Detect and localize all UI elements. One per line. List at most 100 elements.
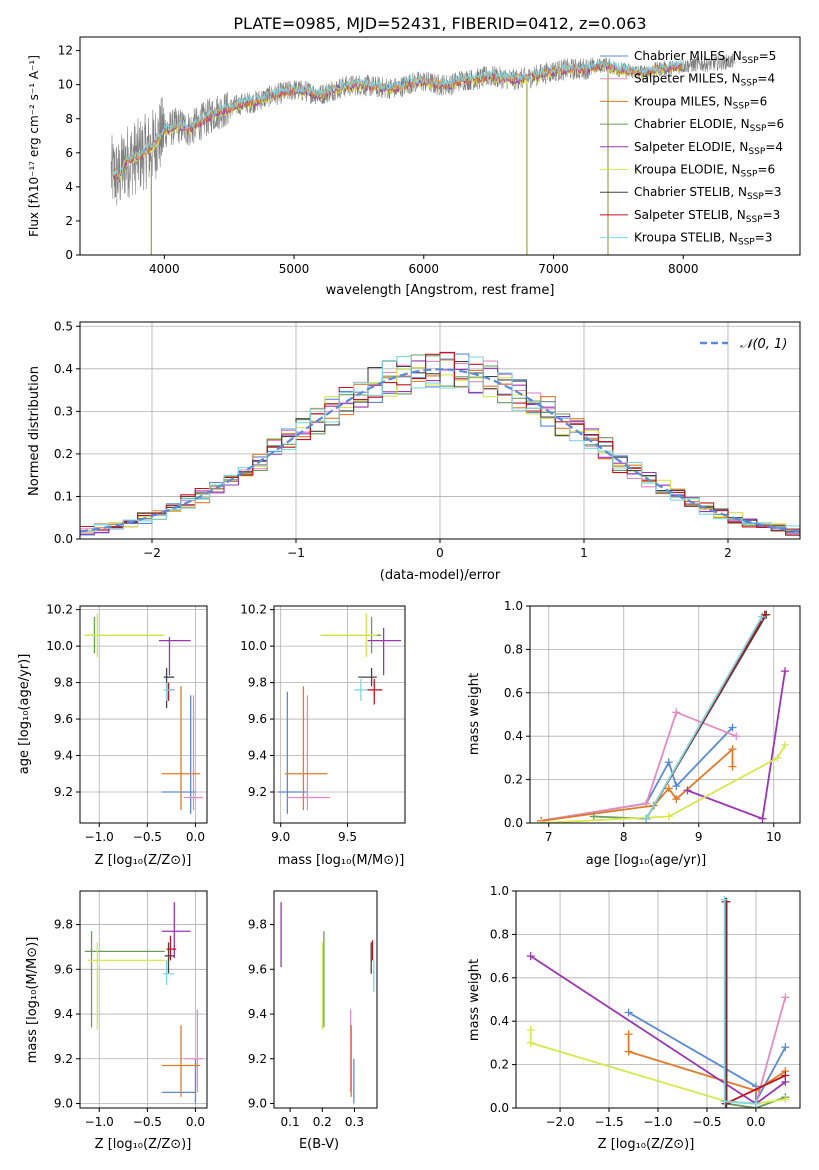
y-tick-label: 9.4 — [54, 749, 73, 763]
legend-label-subscript: SSP — [750, 124, 767, 134]
x-axis-label: Z [log₁₀(Z/Z⊙)] — [598, 1137, 695, 1152]
data-point — [164, 942, 175, 974]
data-point — [284, 686, 328, 811]
x-axis-label: wavelength [Angstrom, rest frame] — [326, 283, 555, 298]
legend-label-subscript: SSP — [741, 79, 758, 89]
y-axis-label: mass weight — [467, 673, 482, 755]
age-vs-metallicity-panel: −1.0 −0.5 0.0 9.2 9.4 9.6 9.8 10.0 10.2 Z [log₁₀… — [17, 603, 208, 868]
data-point — [354, 678, 368, 701]
data-point — [183, 695, 204, 811]
x-tick-label: 0.0 — [746, 1115, 765, 1129]
axes-frame: −2.0 −1.5 −1.0 −0.5 0.0 0.0 0.2 0.4 0.6 0.8 1.0 — [490, 884, 801, 1129]
y-axis-label: mass [log₁₀(M/M⊙)] — [25, 937, 40, 1064]
spectrum-panel: PLATE=0985, MJD=52431, FIBERID=0412, z=0… — [27, 14, 801, 298]
x-tick-label: −2.0 — [545, 1115, 574, 1129]
data-point — [166, 935, 177, 961]
y-tick-label: 0.5 — [54, 319, 73, 333]
legend-label: Chabrier STELIB, NSSP=3 — [634, 185, 782, 202]
axes-frame: 4000 5000 6000 7000 8000 0 2 4 6 8 10 12 — [58, 36, 801, 276]
x-tick-label: 0.0 — [186, 830, 205, 844]
plot-content — [526, 895, 790, 1108]
legend-label: Salpeter MILES, NSSP=4 — [634, 72, 775, 89]
x-tick-label: 5000 — [279, 262, 310, 276]
residual-plot-area: −2 −1 0 1 2 0.0 0.1 0.2 0.3 0.4 0.5 — [54, 319, 801, 560]
y-tick-label: 0.8 — [490, 927, 509, 941]
gaussian-curve — [80, 368, 800, 533]
x-tick-label: 8 — [620, 830, 628, 844]
data-point — [287, 695, 331, 811]
x-tick-label: 0.0 — [186, 1115, 205, 1129]
y-tick-label: 0.6 — [490, 971, 509, 985]
data-point — [367, 627, 401, 676]
y-tick-label: 0.0 — [490, 1101, 509, 1115]
y-tick-label: 0.4 — [490, 1014, 509, 1028]
data-point — [162, 960, 175, 985]
series-line — [541, 744, 786, 823]
legend: Chabrier MILES, NSSP=5 Salpeter MILES, NS… — [600, 49, 784, 248]
x-tick-label: −1 — [287, 546, 305, 560]
weight-vs-age-plot-area: 7 8 9 10 0.0 0.2 0.4 0.6 0.8 1.0 — [504, 599, 801, 844]
y-tick-label: 1.0 — [504, 599, 523, 613]
y-tick-label: 9.4 — [54, 1007, 73, 1021]
x-tick-label: 7000 — [538, 262, 569, 276]
y-tick-label: 9.0 — [248, 1097, 267, 1111]
y-tick-label: 0.0 — [504, 816, 523, 830]
x-tick-label: −1.0 — [643, 1115, 672, 1129]
x-tick-label: 9.0 — [271, 830, 290, 844]
series — [720, 895, 760, 1108]
legend-label: Kroupa ELODIE, NSSP=6 — [634, 163, 775, 180]
weight-vs-age-panel: 7 8 9 10 0.0 0.2 0.4 0.6 0.8 1.0 age [log₁₀(age/y… — [467, 599, 801, 868]
data-point — [358, 668, 377, 687]
y-tick-label: 0.4 — [504, 729, 523, 743]
axes-frame: −1.0 −0.5 0.0 9.2 9.4 9.6 9.8 10.0 10.2 — [46, 603, 208, 844]
legend-label-subscript: SSP — [746, 215, 763, 225]
x-tick-label: −1.0 — [85, 1115, 114, 1129]
y-tick-label: 6 — [65, 146, 73, 160]
data-point — [161, 1025, 201, 1097]
series — [683, 667, 789, 823]
mass-vs-ebv-panel: 0.1 0.2 0.3 9.0 9.2 9.4 9.6 9.8 E(B-V) — [248, 890, 378, 1152]
weight-vs-metallicity-plot-area: −2.0 −1.5 −1.0 −0.5 0.0 0.0 0.2 0.4 0.6 0.8 1.0 — [490, 884, 801, 1129]
y-tick-label: 9.8 — [54, 918, 73, 932]
x-axis-label: E(B-V) — [299, 1137, 339, 1152]
y-tick-label: 9.4 — [248, 1007, 267, 1021]
x-tick-label: 7 — [545, 830, 553, 844]
legend-label-subscript: SSP — [748, 147, 765, 157]
plot-content — [80, 351, 800, 536]
y-tick-label: 10.0 — [46, 639, 73, 653]
series — [537, 740, 789, 823]
data-point — [87, 942, 167, 1030]
y-tick-label: 12 — [58, 44, 73, 58]
y-tick-label: 10.0 — [240, 639, 267, 653]
x-axis-label: age [log₁₀(age/yr)] — [586, 853, 707, 868]
y-tick-label: 9.2 — [248, 1052, 267, 1066]
axes-border — [79, 605, 208, 824]
axes-border — [273, 605, 406, 824]
legend-label-subscript: SSP — [733, 101, 750, 111]
plot-content — [537, 610, 789, 823]
y-tick-label: 9.6 — [54, 962, 73, 976]
x-tick-label: 0 — [436, 546, 444, 560]
x-tick-label: 8000 — [668, 262, 699, 276]
histogram-step — [80, 356, 800, 532]
grid — [274, 606, 405, 823]
axes-frame: 0.1 0.2 0.3 9.0 9.2 9.4 9.6 9.8 — [248, 890, 378, 1129]
chart-title: PLATE=0985, MJD=52431, FIBERID=0412, z=0… — [233, 14, 646, 33]
age-vs-mass-plot-area: 9.0 9.5 9.2 9.4 9.6 9.8 10.0 10.2 — [240, 603, 406, 844]
y-tick-label: 9.6 — [248, 962, 267, 976]
series — [624, 1030, 790, 1095]
mass-vs-ebv-plot-area: 0.1 0.2 0.3 9.0 9.2 9.4 9.6 9.8 — [248, 890, 378, 1129]
legend-label-subscript: SSP — [742, 56, 759, 66]
age-vs-mass-panel: 9.0 9.5 9.2 9.4 9.6 9.8 10.0 10.2 mass [log₁₀(M… — [240, 603, 406, 868]
x-tick-label: −2 — [143, 546, 161, 560]
x-tick-label: −0.5 — [133, 830, 162, 844]
data-point — [163, 682, 175, 701]
legend-label-subscript: SSP — [741, 170, 758, 180]
x-axis-label: Z [log₁₀(Z/Z⊙)] — [95, 1137, 192, 1152]
y-axis-label: Flux [fλ10⁻¹⁷ erg cm⁻² s⁻¹ A⁻¹] — [27, 55, 41, 237]
x-tick-label: −1.0 — [85, 830, 114, 844]
plot-content — [278, 613, 401, 814]
x-tick-label: 0.2 — [313, 1115, 332, 1129]
x-tick-label: 0.1 — [281, 1115, 300, 1129]
